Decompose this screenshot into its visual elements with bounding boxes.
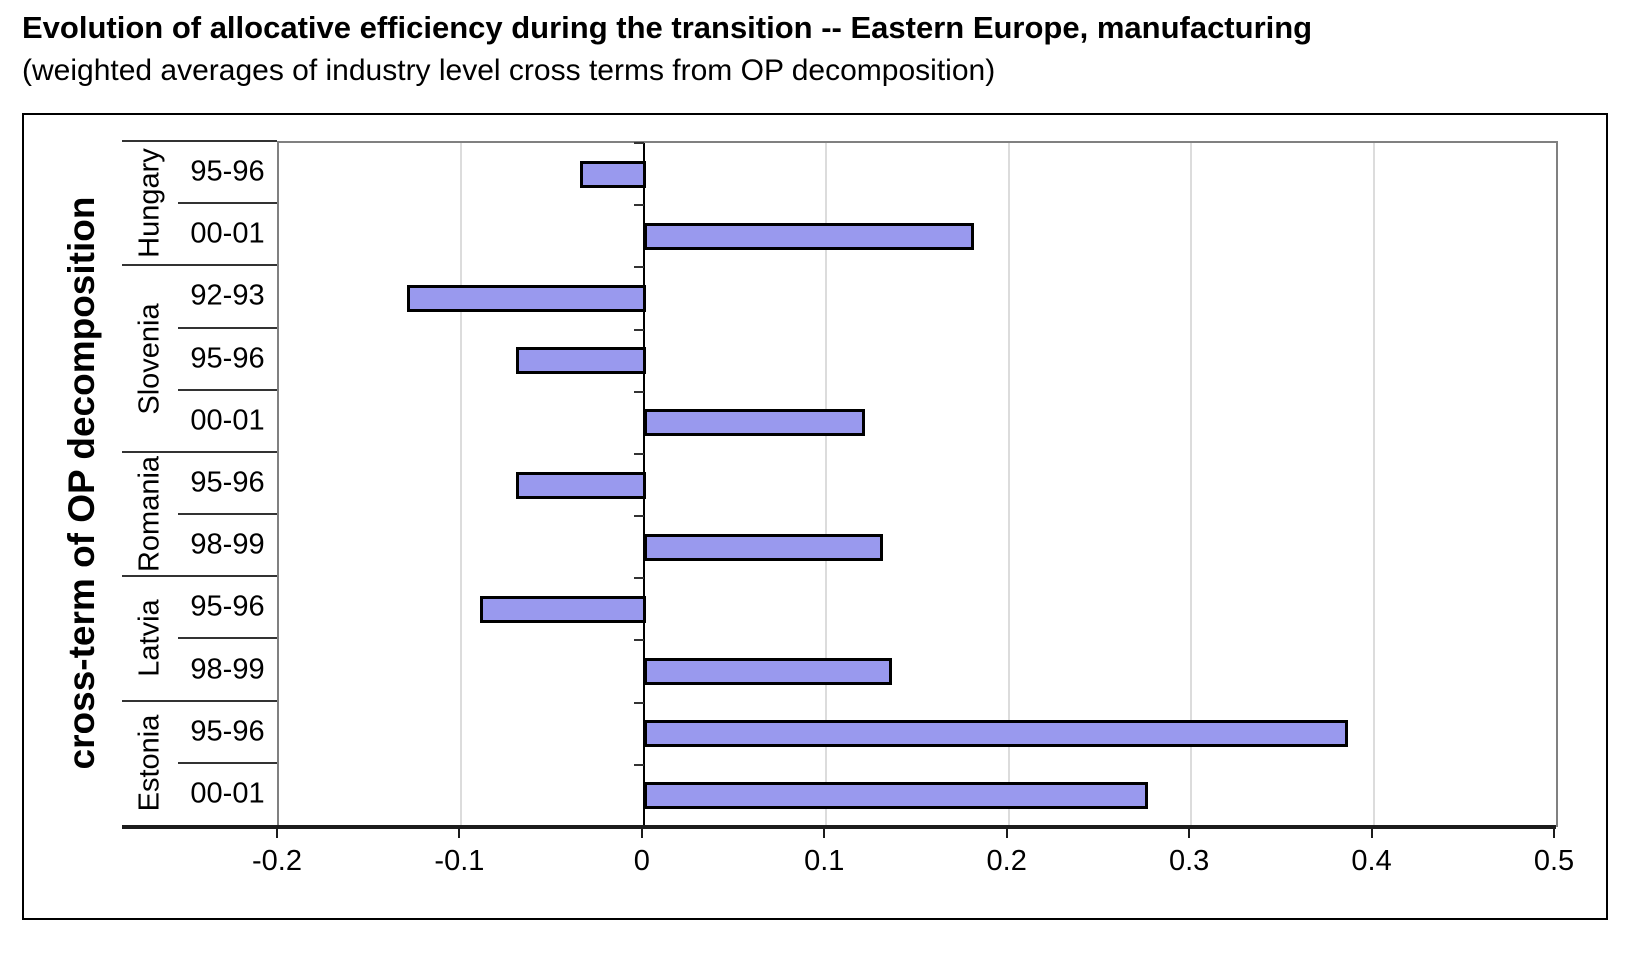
category-tick	[633, 453, 644, 455]
x-tick-label: 0.1	[804, 845, 845, 877]
x-axis-line	[122, 825, 1556, 829]
period-label: 95-96	[190, 590, 265, 623]
x-axis-tick	[1005, 829, 1008, 838]
x-axis-tick	[640, 829, 643, 838]
bar-romania-98-99	[643, 533, 883, 561]
period-separator	[178, 388, 277, 391]
country-label: Latvia	[133, 599, 166, 678]
bar-estonia-95-96	[643, 720, 1349, 748]
category-tick	[633, 639, 644, 641]
country-label: Slovenia	[133, 303, 166, 415]
period-label: 95-96	[190, 715, 265, 748]
category-tick	[633, 515, 644, 517]
category-tick	[633, 577, 644, 579]
period-label: 92-93	[190, 279, 265, 312]
period-separator	[178, 761, 277, 764]
period-label: 98-99	[190, 653, 265, 686]
plot-area	[277, 141, 1558, 828]
x-tick-label: 0	[633, 845, 650, 877]
category-tick	[633, 142, 644, 144]
x-axis-tick	[1553, 829, 1555, 838]
x-axis-tick	[458, 829, 461, 838]
x-axis-tick	[823, 829, 826, 838]
gridline	[1372, 143, 1375, 827]
x-tick-label: -0.1	[434, 845, 485, 877]
category-top-line	[122, 140, 277, 142]
bar-hungary-00-01	[643, 222, 975, 250]
category-tick	[633, 204, 644, 206]
period-separator	[178, 202, 277, 205]
period-label: 95-96	[190, 155, 265, 188]
x-axis-tick	[1188, 829, 1191, 838]
x-axis-tick	[1370, 829, 1373, 838]
bar-latvia-95-96	[479, 595, 646, 623]
chart-title: Evolution of allocative efficiency durin…	[22, 10, 1313, 45]
x-tick-label: 0.3	[1168, 845, 1210, 877]
gridline	[1007, 143, 1010, 827]
bar-romania-95-96	[516, 471, 646, 499]
x-tick-label: -0.2	[252, 845, 302, 877]
period-separator	[178, 513, 277, 516]
gridline	[460, 143, 463, 827]
category-tick	[633, 702, 644, 704]
bar-hungary-95-96	[580, 160, 646, 188]
period-label: 95-96	[190, 466, 265, 499]
bar-slovenia-00-01	[643, 409, 865, 437]
category-tick	[633, 391, 644, 393]
x-tick-label: 0.2	[986, 845, 1027, 877]
country-separator	[122, 575, 277, 578]
period-label: 00-01	[190, 777, 265, 810]
country-separator	[122, 264, 277, 267]
period-label: 00-01	[190, 404, 265, 437]
x-tick-label: 0.5	[1533, 845, 1575, 877]
category-tick	[633, 266, 644, 268]
bar-slovenia-95-96	[516, 347, 646, 375]
country-separator	[122, 699, 277, 702]
bar-latvia-98-99	[643, 658, 893, 686]
category-tick	[633, 764, 644, 766]
chart-frame: cross-term of OP decomposition 95-96 00-0…	[22, 113, 1608, 920]
chart-subtitle: (weighted averages of industry level cro…	[22, 54, 996, 87]
country-label: Estonia	[133, 714, 166, 812]
period-separator	[178, 326, 277, 329]
x-axis-tick	[276, 829, 278, 838]
category-tick	[633, 329, 644, 331]
country-label: Hungary	[133, 148, 166, 258]
bar-slovenia-92-93	[406, 284, 646, 312]
gridline	[1190, 143, 1193, 827]
period-label: 95-96	[190, 342, 265, 375]
bar-estonia-00-01	[643, 782, 1148, 810]
gridline	[825, 143, 828, 827]
period-separator	[178, 637, 277, 640]
period-label: 98-99	[190, 528, 265, 561]
y-axis-title: cross-term of OP decomposition	[61, 196, 102, 770]
period-label: 00-01	[190, 217, 265, 250]
country-label: Romania	[133, 456, 166, 573]
x-tick-label: 0.4	[1351, 845, 1392, 877]
country-separator	[122, 450, 277, 453]
